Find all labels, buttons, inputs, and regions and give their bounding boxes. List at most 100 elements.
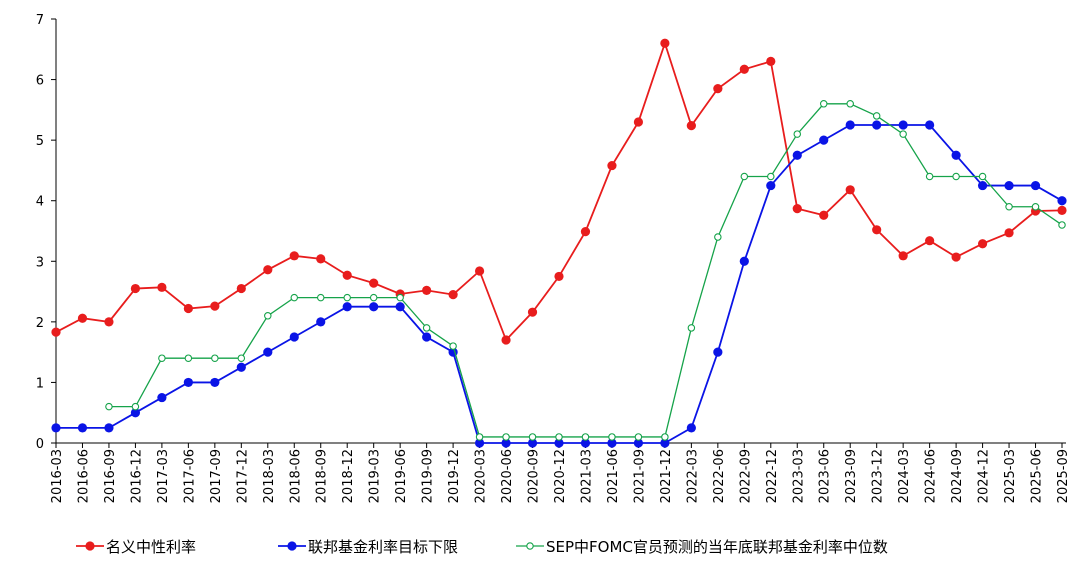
data-point bbox=[555, 433, 563, 441]
data-point bbox=[237, 354, 246, 362]
x-tick-label: 2022-06 bbox=[712, 449, 727, 503]
data-point bbox=[157, 282, 167, 292]
legend-label: 联邦基金利率目标下限 bbox=[308, 538, 458, 556]
x-tick-label: 2019-06 bbox=[394, 449, 409, 503]
x-tick-label: 2020-03 bbox=[474, 449, 489, 503]
data-point bbox=[501, 438, 511, 448]
data-point bbox=[554, 438, 564, 448]
x-tick-label: 2022-03 bbox=[685, 449, 700, 503]
y-tick-label: 4 bbox=[36, 195, 44, 210]
data-point bbox=[977, 239, 988, 249]
series-line bbox=[55, 40, 1063, 342]
series-line bbox=[108, 103, 1063, 438]
data-point bbox=[766, 56, 776, 66]
data-point bbox=[395, 302, 405, 312]
series-1 bbox=[51, 38, 1067, 345]
data-point bbox=[474, 438, 485, 448]
data-point bbox=[396, 293, 404, 302]
data-point bbox=[264, 312, 272, 320]
data-point bbox=[686, 121, 696, 131]
data-point bbox=[1057, 205, 1067, 216]
data-point bbox=[183, 303, 193, 314]
data-point bbox=[1057, 196, 1067, 206]
data-point bbox=[316, 317, 326, 327]
data-point bbox=[633, 117, 644, 127]
data-point bbox=[342, 270, 352, 280]
data-point bbox=[183, 377, 193, 388]
data-point bbox=[580, 438, 591, 448]
x-tick-label: 2023-09 bbox=[844, 449, 859, 503]
data-point bbox=[581, 433, 590, 441]
legend-item-1: 名义中性利率 bbox=[76, 538, 196, 556]
legend-marker bbox=[287, 541, 297, 551]
data-point bbox=[660, 438, 670, 448]
data-point bbox=[474, 266, 485, 276]
data-point bbox=[130, 283, 141, 294]
data-point bbox=[422, 285, 432, 295]
x-tick-label: 2016-09 bbox=[103, 449, 118, 503]
data-point bbox=[210, 377, 220, 388]
x-tick-label: 2021-03 bbox=[579, 449, 594, 503]
data-point bbox=[978, 172, 987, 181]
data-point bbox=[714, 233, 722, 241]
data-point bbox=[236, 362, 246, 372]
x-tick-label: 2024-06 bbox=[924, 449, 939, 503]
x-tick-label: 2017-03 bbox=[156, 449, 171, 503]
data-point bbox=[422, 332, 432, 342]
legend-label: 名义中性利率 bbox=[106, 538, 196, 556]
data-point bbox=[448, 290, 458, 300]
data-point bbox=[51, 423, 61, 433]
legend-item-2: 联邦基金利率目标下限 bbox=[278, 538, 458, 556]
legend-marker bbox=[85, 541, 95, 551]
data-point bbox=[502, 433, 510, 441]
x-tick-label: 2024-09 bbox=[950, 449, 965, 503]
data-point bbox=[898, 251, 908, 261]
data-point bbox=[184, 354, 193, 362]
x-tick-label: 2016-03 bbox=[50, 449, 65, 503]
data-point bbox=[369, 302, 379, 312]
data-point bbox=[369, 278, 379, 288]
data-point bbox=[316, 254, 326, 264]
data-point bbox=[130, 408, 141, 418]
y-tick-label: 3 bbox=[36, 255, 44, 270]
data-point bbox=[633, 438, 644, 448]
data-point bbox=[739, 64, 749, 74]
legend-item-3: SEP中FOMC官员预测的当年底联邦基金利率中位数 bbox=[516, 538, 888, 556]
x-tick-label: 2019-09 bbox=[421, 449, 436, 503]
x-tick-label: 2023-12 bbox=[871, 449, 886, 503]
data-point bbox=[1030, 180, 1041, 191]
x-tick-label: 2016-06 bbox=[76, 449, 91, 503]
legend: 名义中性利率 联邦基金利率目标下限 SEP中FOMC官员预测的当年底联邦基金利率中位… bbox=[76, 538, 888, 556]
data-point bbox=[501, 335, 511, 345]
data-point bbox=[289, 332, 299, 342]
data-point bbox=[819, 210, 829, 220]
data-point bbox=[527, 438, 538, 448]
data-point bbox=[157, 392, 167, 403]
x-tick-label: 2017-06 bbox=[182, 449, 197, 503]
data-point bbox=[1004, 228, 1014, 238]
x-tick-label: 2021-06 bbox=[606, 449, 621, 503]
x-tick-label: 2021-09 bbox=[632, 449, 647, 503]
data-point bbox=[342, 302, 352, 312]
data-point bbox=[872, 225, 882, 235]
data-point bbox=[898, 120, 908, 130]
data-point bbox=[766, 180, 776, 191]
data-point bbox=[316, 293, 325, 302]
data-point bbox=[687, 324, 696, 332]
data-point bbox=[977, 180, 988, 191]
series-line bbox=[56, 124, 1063, 444]
data-point bbox=[1004, 180, 1014, 191]
x-tick-label: 2021-12 bbox=[659, 449, 674, 503]
x-tick-label: 2016-12 bbox=[129, 449, 144, 503]
x-tick-label: 2017-09 bbox=[209, 449, 224, 503]
data-point bbox=[767, 172, 775, 181]
data-point bbox=[1058, 221, 1066, 229]
data-point bbox=[527, 307, 538, 317]
data-point bbox=[740, 172, 749, 181]
x-tick-label: 2025-06 bbox=[1030, 449, 1045, 503]
x-tick-label: 2018-09 bbox=[315, 449, 330, 503]
data-point bbox=[104, 317, 114, 327]
data-point bbox=[845, 120, 855, 130]
x-tick-label: 2017-12 bbox=[235, 449, 250, 503]
